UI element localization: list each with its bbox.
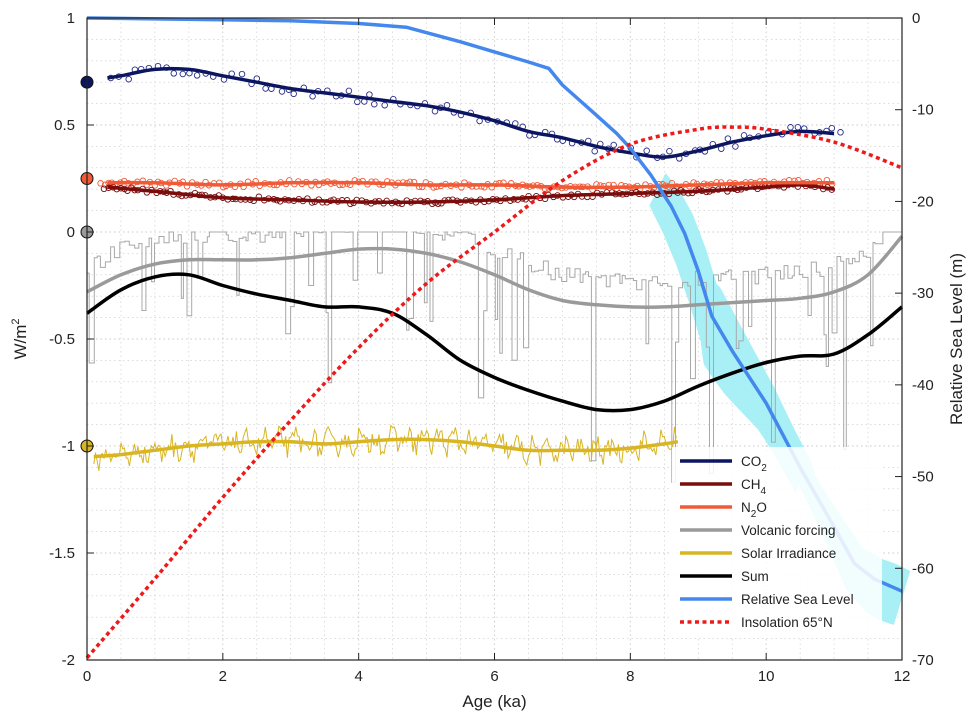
volcanic-raw-line [87,231,902,483]
co2-data-point [787,124,794,131]
ch4-data-point [100,185,108,193]
co2-data-point [381,101,388,109]
co2-data-point [643,147,650,155]
legend-label-co2: CO2 [741,454,767,474]
x-tick-label: 12 [894,668,911,685]
legend-label-sum: Sum [741,569,769,584]
co2-data-point [591,147,598,155]
co2-data-point [262,85,269,92]
co2-data-point [345,87,353,95]
legend-label-text: CH [741,477,761,492]
legend-label-text: CO [741,454,761,469]
n2o-data-point [97,180,104,187]
co2-data-point [431,107,439,115]
co2-data-point [371,100,378,108]
y-left-title-sup: 2 [10,318,22,324]
legend-label-text: Sum [741,569,769,584]
y-right-tick-label: -10 [912,102,934,119]
solar-raw-line [93,424,677,471]
y-axis-left-title: W/m2 [10,318,30,359]
y-left-title-base: W/m [11,325,30,360]
co2-data-point [666,147,673,155]
y-left-tick-label: 1 [67,10,75,27]
y-right-tick-label: -20 [912,193,934,210]
sea-level-uncertainty-band [649,173,911,625]
x-tick-label: 4 [354,668,362,685]
y-right-tick-label: -40 [912,377,934,394]
co2-data-point [443,101,451,109]
co2-data-point [828,124,836,132]
legend-label-text: Volcanic forcing [741,523,836,538]
co2-line [107,66,835,159]
co2-data-point [837,129,844,136]
co2-data-point [278,88,286,95]
co2-data-point [476,117,483,125]
ch4-line [107,183,835,205]
legend-label-subscript: 4 [761,486,767,497]
legend-label-text: Relative Sea Level [741,592,854,607]
co2-data-point [610,141,617,149]
y-axis-right-title: Relative Sea Level (m) [947,253,966,425]
co2-data-point [125,75,132,83]
legend-label-sea_level: Relative Sea Level [741,592,854,607]
legend-label-tail: O [756,500,767,515]
legend-label-text: Solar Irradiance [741,546,836,561]
insolation-line [85,125,903,660]
legend-label-solar: Solar Irradiance [741,546,836,561]
y-left-tick-label: 0.5 [54,117,75,134]
y-right-tick-label: -60 [912,560,934,577]
volcanic-line [86,235,904,309]
y-right-tick-label: 0 [912,10,920,27]
legend-label-subscript: 2 [761,463,767,474]
co2-data-point [170,70,178,77]
legend-label-text: Insolation 65°N [741,615,833,630]
y-left-tick-label: -0.5 [49,331,75,348]
y-left-tick-label: -1 [62,438,75,455]
legend-background [672,447,882,637]
co2-data-point [238,70,246,78]
solar-line [93,437,679,459]
co2-data-point [290,90,297,98]
series-lines [85,16,904,660]
legend-label-volcanic: Volcanic forcing [741,523,836,538]
y-left-tick-label: -1.5 [49,545,75,562]
co2-data-point [732,143,739,150]
x-axis-title: Age (ka) [462,692,526,711]
y-right-tick-label: -50 [912,469,934,486]
sum-line [85,272,904,413]
axis-ticks: 0 2 4 6 8 10 12 -2 -1.5 -1 -0.5 0 0.5 1 -70 -60 -50 -40 -3… [49,10,934,685]
legend-label-text: N [741,500,751,515]
co2-data-point [740,132,748,139]
legend-label-subscript: 2 [751,509,757,520]
x-tick-label: 2 [219,668,227,685]
y-left-tick-label: 0 [67,224,75,241]
co2-data-point [724,135,732,142]
x-tick-label: 6 [490,668,498,685]
legend-label-insolation: Insolation 65°N [741,615,833,630]
y-left-tick-label: -2 [62,652,75,669]
legend-label-ch4: CH4 [741,477,767,497]
y-right-tick-label: -30 [912,285,934,302]
legend-label-n2o: N2O [741,500,767,520]
n2o-line [107,180,835,190]
x-tick-label: 10 [758,668,775,685]
y-right-tick-label: -70 [912,652,934,669]
x-tick-label: 8 [626,668,634,685]
co2-data-point [309,93,316,100]
co2-data-point [179,70,187,78]
sea-level-band [649,173,911,625]
co2-data-point [193,72,201,79]
x-tick-label: 0 [83,668,91,685]
co2-data-point [354,98,361,106]
